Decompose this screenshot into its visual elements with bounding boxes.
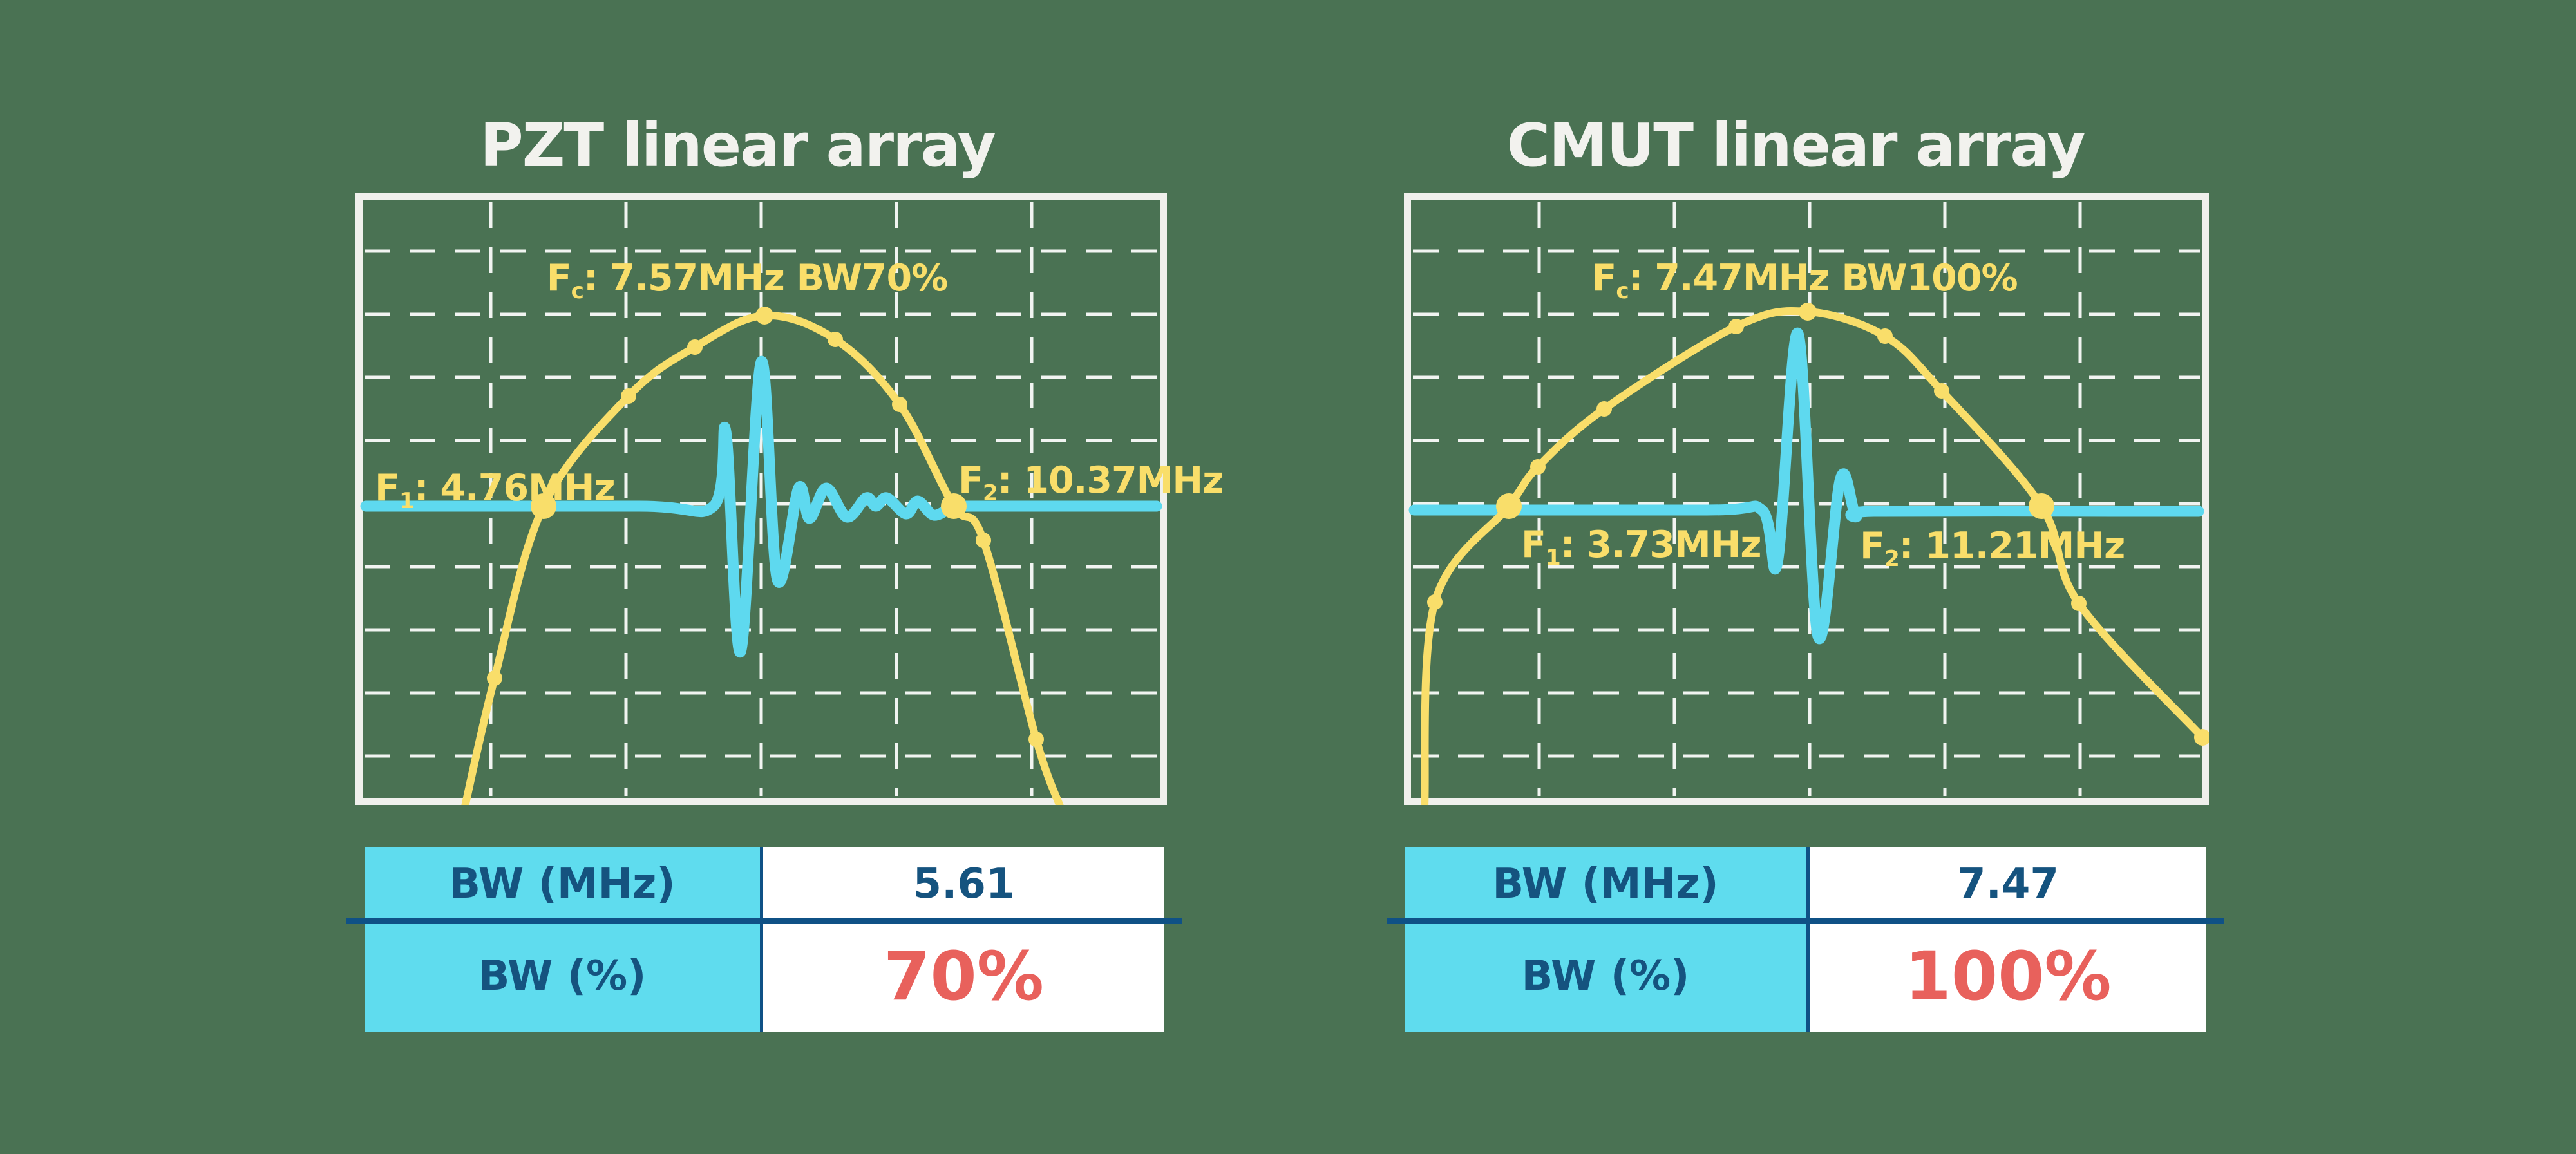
pzt-f1-annotation: F1: 4.76MHz [375, 467, 616, 514]
pzt-f2-annotation: F2: 10.37MHz [958, 459, 1224, 506]
f2-value: : 11.21MHz [1899, 525, 2126, 567]
row-value-cell: 7.47 [1810, 847, 2206, 921]
cmut-f1-annotation: F1: 3.73MHz [1521, 524, 1762, 571]
cmut-fc-annotation: Fc: 7.47MHz BW100% [1591, 257, 2018, 304]
f2-subscript: 2 [1884, 545, 1900, 572]
f2-label: F [1860, 525, 1885, 567]
f1-value: : 3.73MHz [1560, 524, 1762, 566]
fc-subscript: c [1616, 278, 1629, 304]
pzt-bandwidth-chart [355, 193, 1167, 805]
f2-label: F [958, 459, 983, 502]
row-value-cell: 5.61 [763, 847, 1164, 921]
pzt-chart-title: PZT linear array [480, 111, 996, 180]
f2-subscript: 2 [982, 480, 998, 506]
f1-subscript: 1 [399, 487, 415, 514]
cmut-chart-title: CMUT linear array [1506, 111, 2085, 180]
f1-value: : 4.76MHz [413, 467, 616, 509]
fc-value: : 7.57MHz BW70% [583, 257, 948, 299]
row-label-cell: BW (%) [365, 921, 763, 1032]
fc-subscript: c [571, 278, 584, 304]
row-value-cell: 100% [1810, 921, 2206, 1032]
fc-label: F [1591, 257, 1616, 299]
row-divider-line [346, 918, 1182, 924]
cmut-bw-table: BW (MHz) 7.47 BW (%) 100% [1405, 847, 2206, 1032]
pzt-fc-annotation: Fc: 7.57MHz BW70% [546, 257, 949, 304]
cmut-f2-annotation: F2: 11.21MHz [1860, 525, 2126, 572]
cmut-bandwidth-chart [1404, 193, 2209, 805]
f1-label: F [1521, 524, 1546, 566]
row-divider-line [1387, 918, 2224, 924]
row-label-cell: BW (MHz) [1405, 847, 1810, 921]
table-row: BW (MHz) 5.61 [365, 847, 1164, 921]
f1-label: F [375, 467, 400, 509]
table-row: BW (MHz) 7.47 [1405, 847, 2206, 921]
f1-subscript: 1 [1545, 544, 1561, 571]
table-row: BW (%) 70% [365, 921, 1164, 1032]
row-label-cell: BW (%) [1405, 921, 1810, 1032]
table-row: BW (%) 100% [1405, 921, 2206, 1032]
f2-value: : 10.37MHz [997, 459, 1224, 502]
row-value-cell: 70% [763, 921, 1164, 1032]
fc-value: : 7.47MHz BW100% [1628, 257, 2018, 299]
pzt-bw-table: BW (MHz) 5.61 BW (%) 70% [365, 847, 1164, 1032]
row-label-cell: BW (MHz) [365, 847, 763, 921]
fc-label: F [546, 257, 572, 299]
